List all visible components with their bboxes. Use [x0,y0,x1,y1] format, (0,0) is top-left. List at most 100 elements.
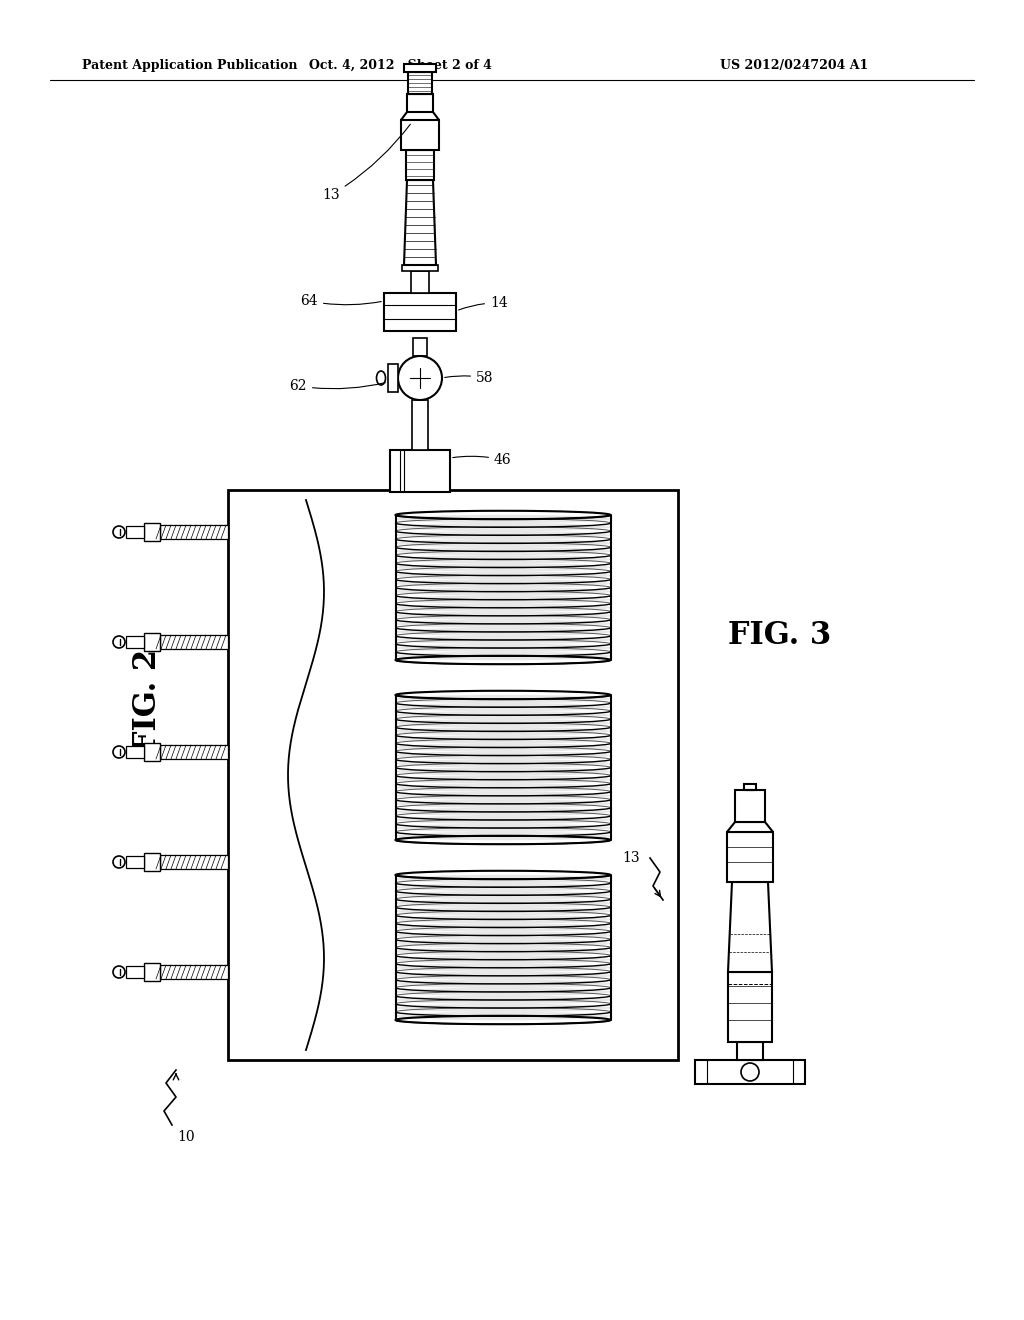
Text: 10: 10 [177,1130,195,1144]
Polygon shape [728,882,772,972]
Ellipse shape [395,940,610,948]
Ellipse shape [395,611,610,620]
Bar [695,1060,805,1084]
Bar [144,634,160,651]
Bar [737,1041,763,1060]
Ellipse shape [395,767,610,776]
Circle shape [741,1063,759,1081]
Ellipse shape [395,564,610,572]
Bar [744,784,756,789]
Ellipse shape [395,995,610,1005]
Ellipse shape [395,579,610,587]
Circle shape [113,525,125,539]
Bar [126,966,144,978]
Ellipse shape [395,595,610,603]
Ellipse shape [395,923,610,932]
Ellipse shape [395,964,610,972]
Ellipse shape [395,627,610,636]
Ellipse shape [395,572,610,579]
Ellipse shape [395,783,610,792]
Text: FIG. 2: FIG. 2 [132,648,164,751]
Ellipse shape [395,711,610,719]
Bar [401,120,439,150]
Ellipse shape [395,979,610,987]
Ellipse shape [395,727,610,735]
Bar [412,400,428,450]
Bar [126,746,144,758]
Ellipse shape [395,907,610,916]
Text: 46: 46 [453,453,512,467]
Polygon shape [404,180,436,265]
Text: 64: 64 [300,294,381,308]
Bar [160,855,228,869]
Bar [390,450,450,492]
Ellipse shape [395,1011,610,1020]
Ellipse shape [395,546,610,556]
Text: 14: 14 [459,296,508,310]
Ellipse shape [395,735,610,743]
Bar [144,743,160,762]
Circle shape [113,636,125,648]
Ellipse shape [395,652,610,660]
Bar [160,965,228,979]
Bar [144,853,160,871]
Ellipse shape [395,956,610,964]
Ellipse shape [395,816,610,824]
Ellipse shape [395,915,610,924]
Ellipse shape [395,719,610,727]
Circle shape [113,746,125,758]
Bar [407,94,433,112]
Ellipse shape [395,587,610,595]
Polygon shape [727,822,773,832]
Ellipse shape [395,702,610,711]
Text: Patent Application Publication: Patent Application Publication [82,58,298,71]
Bar [160,525,228,539]
Text: 62: 62 [290,379,385,393]
Ellipse shape [395,694,610,704]
Text: 58: 58 [444,371,494,385]
Bar [404,63,436,73]
Bar [735,789,765,822]
Bar [144,523,160,541]
Ellipse shape [395,539,610,548]
Ellipse shape [395,1003,610,1012]
Bar [413,338,427,356]
Bar [144,964,160,981]
Ellipse shape [395,824,610,832]
Text: US 2012/0247204 A1: US 2012/0247204 A1 [720,58,868,71]
Bar [126,525,144,539]
Ellipse shape [395,808,610,816]
Bar [126,855,144,869]
Text: 13: 13 [623,851,640,865]
Bar [160,635,228,649]
Bar [411,271,429,293]
Bar [388,364,398,392]
Bar [228,490,678,1060]
Ellipse shape [395,972,610,979]
Bar [160,744,228,759]
Ellipse shape [395,899,610,907]
Ellipse shape [395,759,610,768]
Ellipse shape [395,531,610,540]
Ellipse shape [395,800,610,808]
Ellipse shape [395,948,610,956]
Circle shape [398,356,442,400]
Text: FIG. 3: FIG. 3 [728,619,831,651]
Ellipse shape [395,987,610,997]
Ellipse shape [395,636,610,644]
Bar [406,150,434,180]
Text: 13: 13 [323,124,411,202]
Ellipse shape [395,603,610,612]
Ellipse shape [395,523,610,532]
Bar [384,293,456,331]
Ellipse shape [395,556,610,564]
Ellipse shape [395,931,610,940]
Ellipse shape [395,891,610,899]
Ellipse shape [395,775,610,784]
Bar [728,972,772,1041]
Ellipse shape [395,644,610,652]
Circle shape [113,855,125,869]
Bar [727,832,773,882]
Ellipse shape [395,875,610,883]
Bar [408,73,432,94]
